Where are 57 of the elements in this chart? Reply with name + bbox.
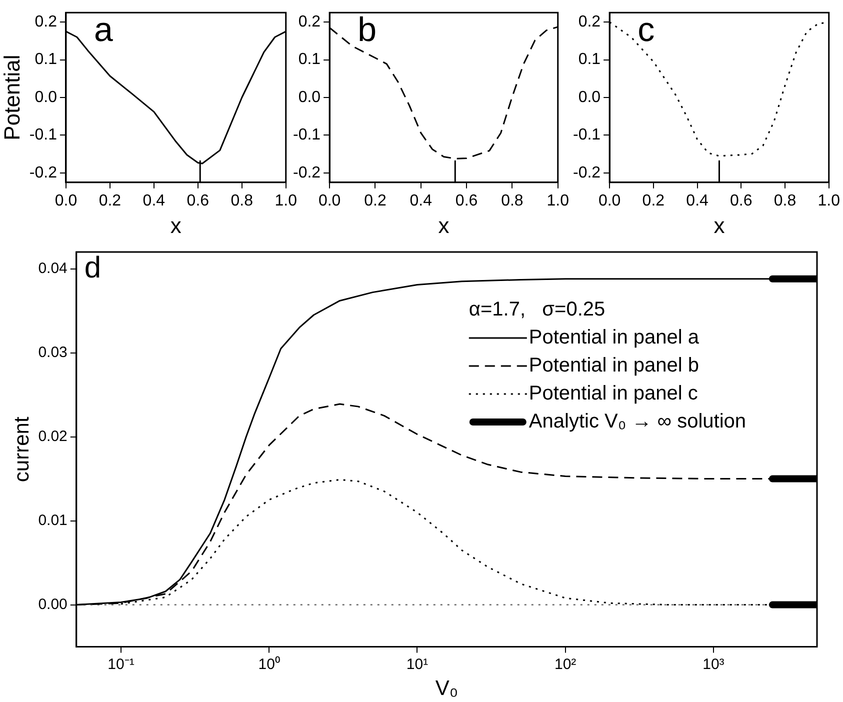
y-tick-label: 0.1 bbox=[298, 51, 321, 68]
x-tick-label: 0.8 bbox=[230, 192, 254, 210]
y-tick-label: 0.02 bbox=[38, 428, 68, 445]
legend-label: Potential in panel a bbox=[528, 326, 700, 349]
x-axis-title: V₀ bbox=[435, 677, 458, 700]
y-tick-label: 0.2 bbox=[578, 13, 601, 30]
y-tick-label: 0.0 bbox=[34, 88, 58, 106]
x-tick-label: 10³ bbox=[702, 656, 724, 673]
y-axis-title: current bbox=[10, 416, 34, 482]
y-tick-label: 0.1 bbox=[34, 51, 58, 68]
y-tick-label: -0.1 bbox=[292, 126, 321, 144]
x-tick-label: 0.6 bbox=[730, 192, 752, 210]
x-axis-title: x bbox=[714, 212, 725, 238]
y-tick-label: -0.1 bbox=[29, 126, 58, 144]
y-tick-label: -0.2 bbox=[572, 164, 601, 182]
y-tick-label: 0.2 bbox=[298, 13, 321, 30]
x-tick-label: 1.0 bbox=[546, 192, 570, 210]
y-tick-label: 0.04 bbox=[38, 260, 68, 277]
chart-title: a bbox=[94, 10, 113, 49]
x-tick-label: 0.0 bbox=[318, 192, 341, 210]
x-axis-title: x bbox=[170, 212, 182, 238]
legend-label: Potential in panel c bbox=[528, 382, 698, 405]
x-axis-title: x bbox=[438, 212, 450, 238]
x-tick-label: 1.0 bbox=[274, 192, 298, 210]
y-tick-label: 0.00 bbox=[38, 596, 68, 613]
legend-label: Potential in panel b bbox=[528, 354, 700, 377]
x-tick-label: 0.8 bbox=[774, 192, 796, 210]
x-tick-label: 0.4 bbox=[410, 192, 432, 210]
x-tick-label: 10⁰ bbox=[258, 656, 280, 673]
legend-title: α=1.7, σ=0.25 bbox=[468, 298, 606, 321]
x-tick-label: 1.0 bbox=[818, 192, 840, 210]
y-tick-label: 0.2 bbox=[34, 13, 58, 30]
x-tick-label: 10² bbox=[554, 656, 576, 673]
x-tick-label: 0.6 bbox=[186, 192, 210, 210]
chart-title: c bbox=[638, 10, 655, 49]
y-tick-label: -0.1 bbox=[572, 126, 601, 144]
x-tick-label: 10¹ bbox=[406, 656, 428, 673]
y-tick-label: 0.1 bbox=[578, 51, 601, 68]
y-axis-title: Potential bbox=[0, 54, 24, 140]
chart-title: b bbox=[358, 10, 376, 49]
x-tick-label: 0.0 bbox=[598, 192, 621, 210]
x-tick-label: 0.2 bbox=[98, 192, 122, 210]
y-tick-label: 0.01 bbox=[38, 512, 68, 529]
x-tick-label: 0.6 bbox=[455, 192, 478, 210]
y-tick-label: 0.0 bbox=[578, 88, 601, 106]
x-tick-label: 0.4 bbox=[142, 192, 166, 210]
legend-label: Analytic V₀ → ∞ solution bbox=[528, 410, 746, 433]
y-tick-label: -0.2 bbox=[292, 164, 321, 182]
x-tick-label: 10⁻¹ bbox=[108, 656, 134, 673]
chart-title: d bbox=[84, 251, 102, 284]
x-tick-label: 0.2 bbox=[364, 192, 386, 210]
y-tick-label: 0.03 bbox=[38, 344, 68, 361]
y-tick-label: -0.2 bbox=[29, 164, 58, 182]
x-tick-label: 0.8 bbox=[501, 192, 524, 210]
x-tick-label: 0.2 bbox=[642, 192, 665, 210]
y-tick-label: 0.0 bbox=[298, 88, 321, 106]
x-tick-label: 0.4 bbox=[686, 192, 709, 210]
